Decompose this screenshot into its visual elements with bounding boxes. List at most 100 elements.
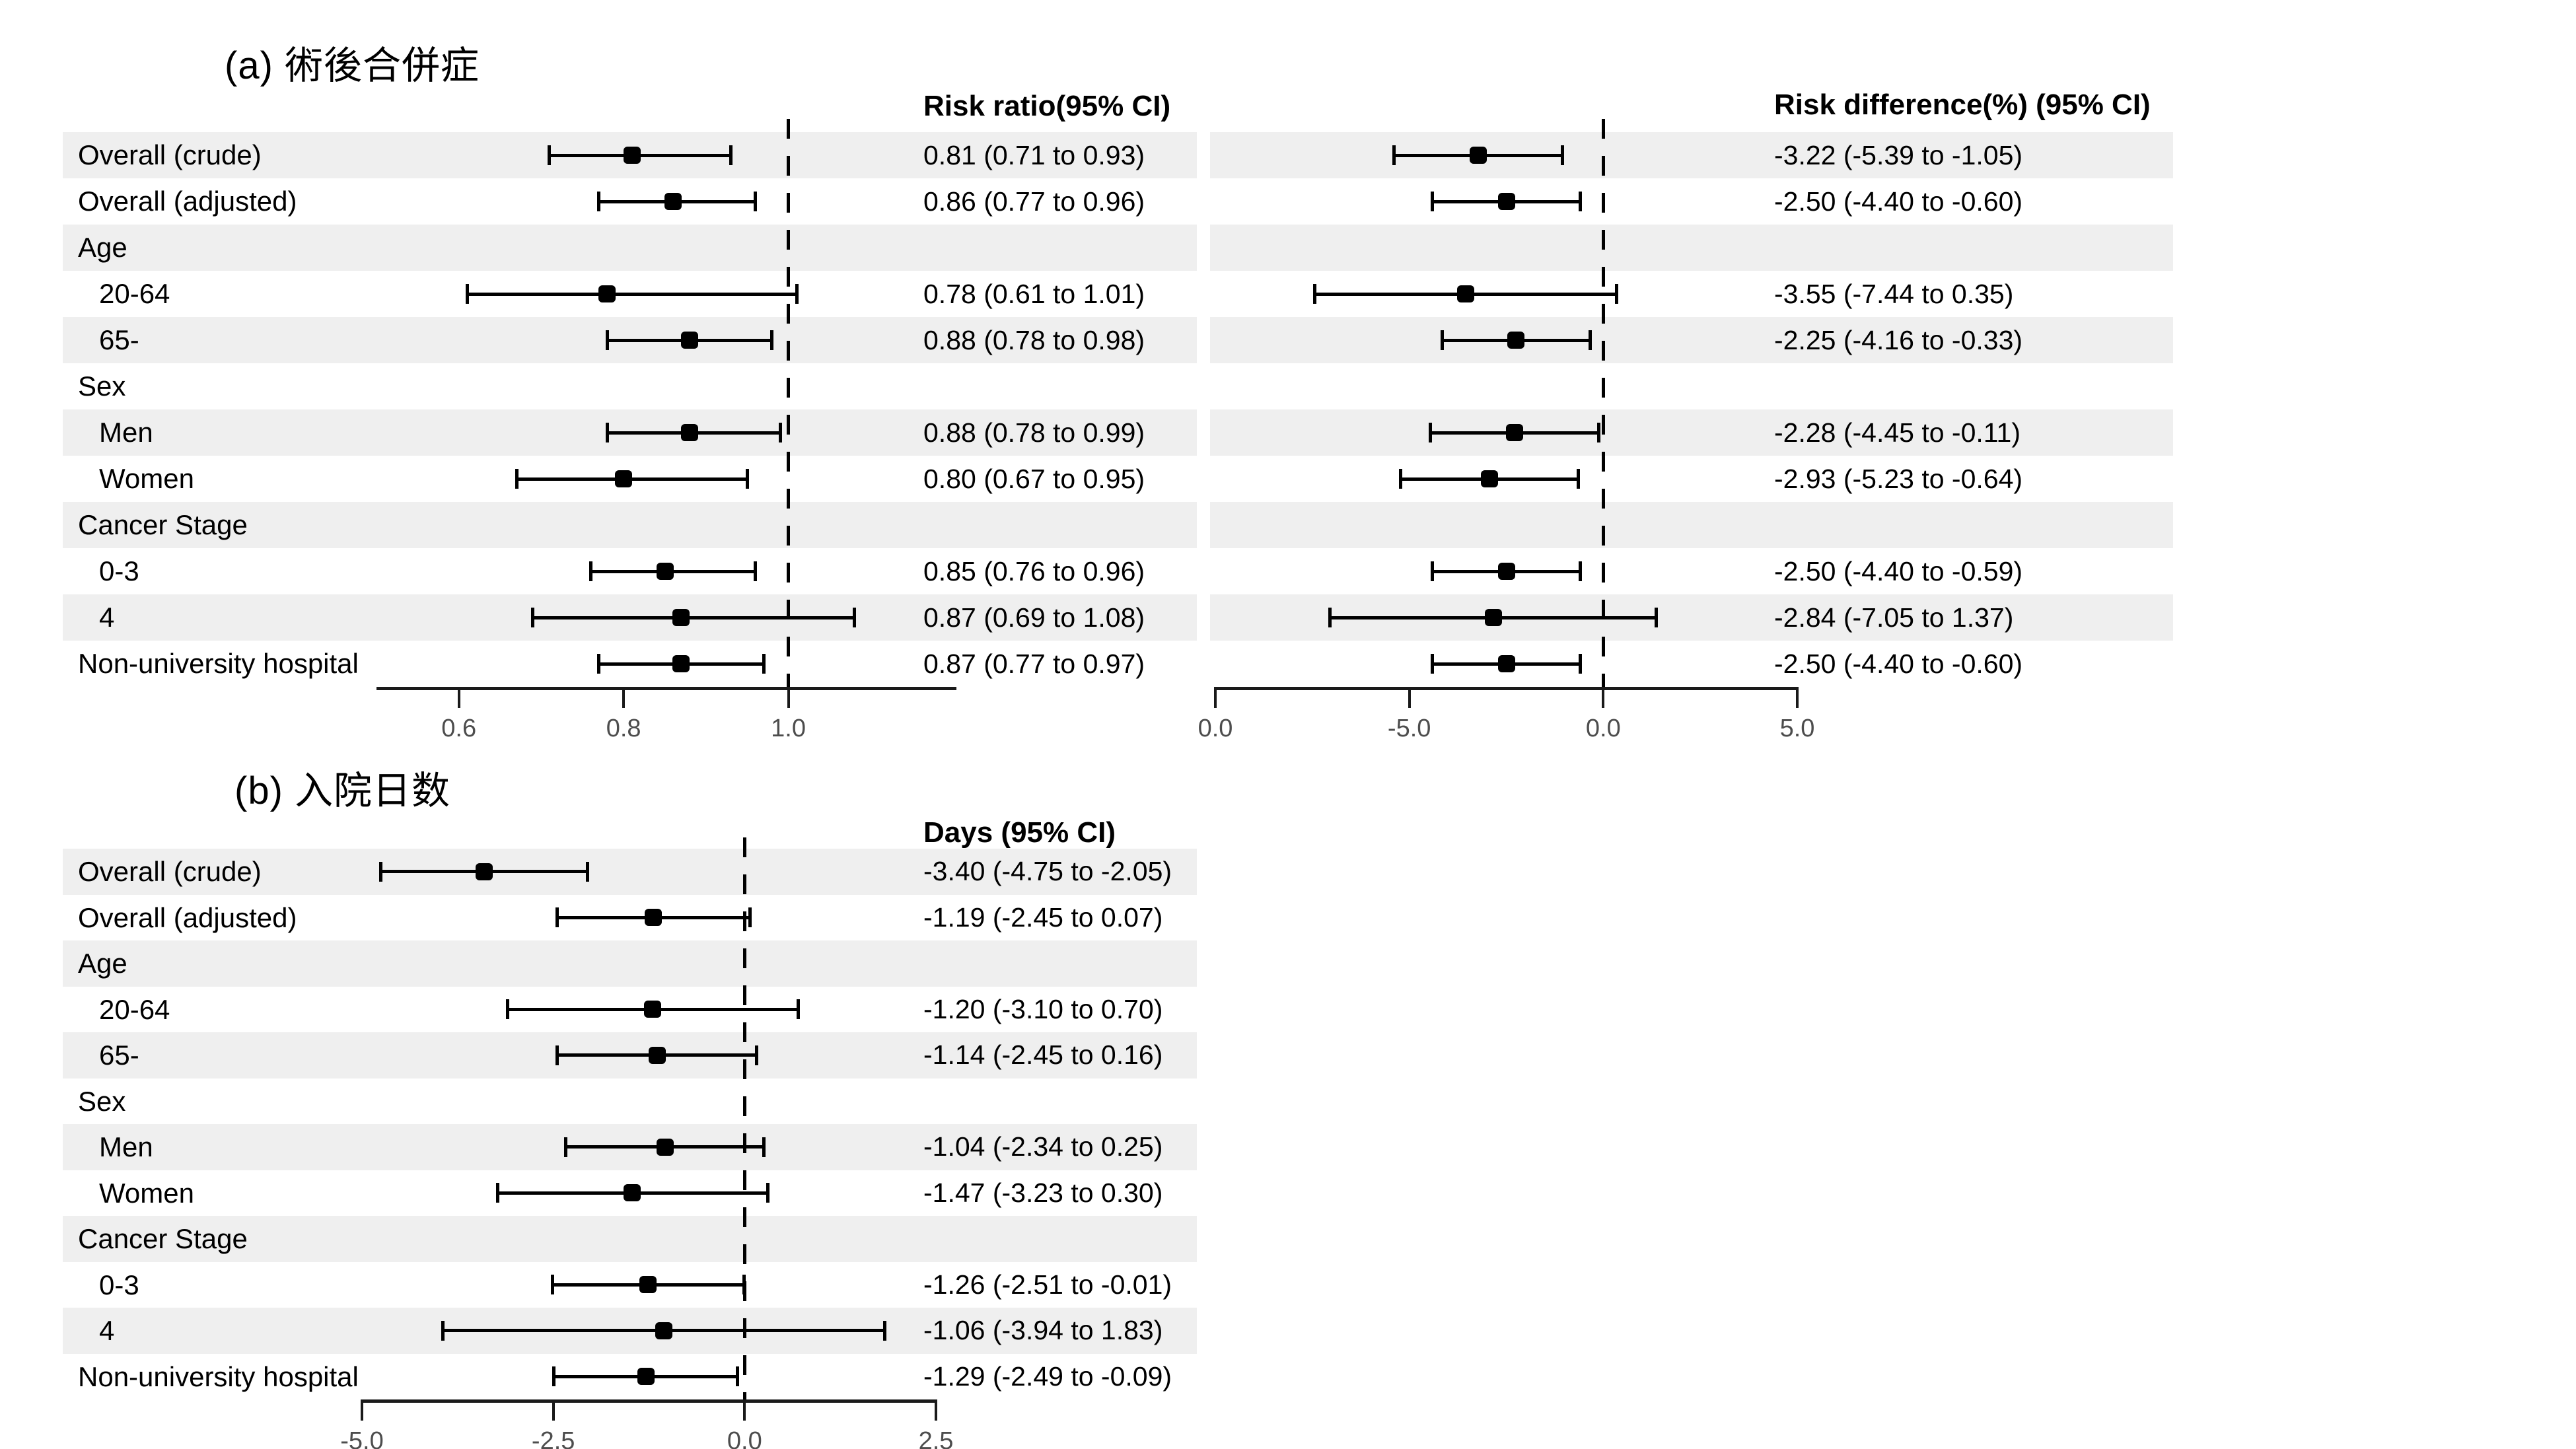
reference-line: [742, 837, 746, 1399]
point-estimate-marker: [476, 863, 493, 880]
estimate-value-text: -1.47 (-3.23 to 0.30): [923, 1177, 1163, 1208]
row-label: 65-: [99, 1040, 139, 1071]
row-band: [63, 940, 1197, 987]
point-estimate-marker: [1470, 147, 1487, 164]
ci-cap-lower: [465, 284, 469, 304]
point-estimate-marker: [1507, 332, 1525, 349]
panel-a-risk-difference-header: Risk difference(%) (95% CI): [1774, 88, 2151, 121]
ci-cap-lower: [597, 654, 601, 674]
row-label: Women: [99, 463, 194, 494]
row-band: [1210, 409, 2173, 456]
point-estimate-marker: [672, 655, 690, 672]
estimate-value-text: -1.04 (-2.34 to 0.25): [923, 1131, 1163, 1162]
row-label: Sex: [78, 371, 126, 402]
reference-line: [787, 119, 791, 687]
ci-cap-lower: [555, 907, 559, 928]
row-label: Men: [99, 417, 153, 448]
point-estimate-marker: [680, 424, 698, 441]
row-label: Non-university hospital: [78, 648, 359, 679]
ci-cap-lower: [1440, 330, 1444, 350]
estimate-value-text: 0.87 (0.77 to 0.97): [923, 649, 1145, 679]
row-label: 65-: [99, 324, 139, 355]
ci-cap-lower: [441, 1320, 445, 1341]
estimate-value-text: -1.06 (-3.94 to 1.83): [923, 1315, 1163, 1345]
row-label: Overall (crude): [78, 856, 262, 887]
ci-cap-lower: [1429, 423, 1433, 442]
row-band: [1210, 132, 2173, 178]
estimate-value-text: -2.50 (-4.40 to -0.60): [1774, 186, 2023, 217]
row-label: Cancer Stage: [78, 1223, 248, 1254]
axis-tick: [457, 687, 460, 708]
row-label: 4: [99, 1315, 115, 1346]
ci-cap-upper: [1561, 145, 1565, 165]
ci-cap-upper: [1577, 469, 1581, 489]
estimate-value-text: -2.84 (-7.05 to 1.37): [1774, 602, 2014, 633]
ci-cap-lower: [563, 1137, 567, 1157]
ci-cap-lower: [605, 330, 609, 350]
estimate-value-text: 0.85 (0.76 to 0.96): [923, 556, 1145, 586]
panel-a: Overall (crude) Overall (adjusted) Age 20-6…: [63, 119, 2173, 742]
row-label: Overall (crude): [78, 139, 262, 170]
ci-cap-lower: [605, 423, 609, 442]
point-estimate-marker: [656, 563, 674, 580]
ci-cap-lower: [379, 861, 383, 882]
point-estimate-marker: [1506, 424, 1524, 441]
point-estimate-marker: [639, 1276, 657, 1294]
point-estimate-marker: [645, 909, 662, 927]
x-axis-line: [1215, 687, 1797, 690]
estimate-value-text: -1.14 (-2.45 to 0.16): [923, 1040, 1163, 1070]
ci-cap-upper: [882, 1320, 886, 1341]
row-band: [63, 502, 1197, 548]
ci-cap-upper: [796, 999, 800, 1020]
axis-tick: [1796, 687, 1799, 708]
row-label: 4: [99, 602, 115, 633]
row-label: Women: [99, 1177, 194, 1209]
ci-cap-upper: [795, 284, 799, 304]
ci-cap-upper: [1578, 654, 1582, 674]
ci-cap-upper: [762, 654, 766, 674]
estimate-value-text: -3.55 (-7.44 to 0.35): [1774, 279, 2014, 309]
estimate-value-text: -2.25 (-4.16 to -0.33): [1774, 325, 2023, 355]
ci-cap-upper: [1655, 608, 1659, 627]
axis-tick-label: 0.0: [727, 1427, 762, 1449]
ci-cap-upper: [736, 1366, 740, 1387]
row-label: Age: [78, 948, 127, 979]
ci-whisker: [532, 616, 855, 619]
row-band: [1210, 225, 2173, 271]
axis-tick-label: 5.0: [1779, 715, 1815, 742]
ci-cap-upper: [742, 1275, 746, 1295]
row-band: [63, 1216, 1197, 1262]
axis-tick-label: -5.0: [1387, 715, 1431, 742]
reference-line: [1601, 119, 1605, 687]
point-estimate-marker: [624, 1184, 641, 1202]
ci-cap-lower: [589, 561, 592, 581]
ci-cap-lower: [597, 192, 601, 211]
estimate-value-text: 0.81 (0.71 to 0.93): [923, 140, 1145, 170]
panel-b-title: (b) 入院日数: [234, 769, 451, 812]
estimate-value-text: -3.22 (-5.39 to -1.05): [1774, 140, 2023, 170]
point-estimate-marker: [637, 1368, 655, 1386]
point-estimate-marker: [623, 147, 641, 164]
row-band: [1210, 317, 2173, 363]
point-estimate-marker: [598, 285, 616, 302]
point-estimate-marker: [1456, 285, 1474, 302]
point-estimate-marker: [615, 470, 633, 487]
axis-tick: [1214, 687, 1217, 708]
axis-tick-label: 0.0: [1585, 715, 1621, 742]
row-label: Sex: [78, 1085, 126, 1117]
estimate-value-text: 0.88 (0.78 to 0.99): [923, 417, 1145, 448]
estimate-value-text: 0.87 (0.69 to 1.08): [923, 602, 1145, 633]
ci-cap-upper: [766, 1183, 769, 1203]
point-estimate-marker: [680, 332, 698, 349]
axis-tick: [1408, 687, 1411, 708]
ci-cap-upper: [754, 561, 758, 581]
ci-cap-upper: [1597, 423, 1601, 442]
row-band: [63, 849, 1197, 895]
axis-tick-label: -5.0: [340, 1427, 384, 1449]
axis-tick-label: 0.6: [441, 715, 477, 742]
ci-cap-upper: [1589, 330, 1592, 350]
ci-cap-lower: [1431, 561, 1435, 581]
axis-tick-label: -2.5: [531, 1427, 575, 1449]
point-estimate-marker: [1484, 609, 1502, 626]
